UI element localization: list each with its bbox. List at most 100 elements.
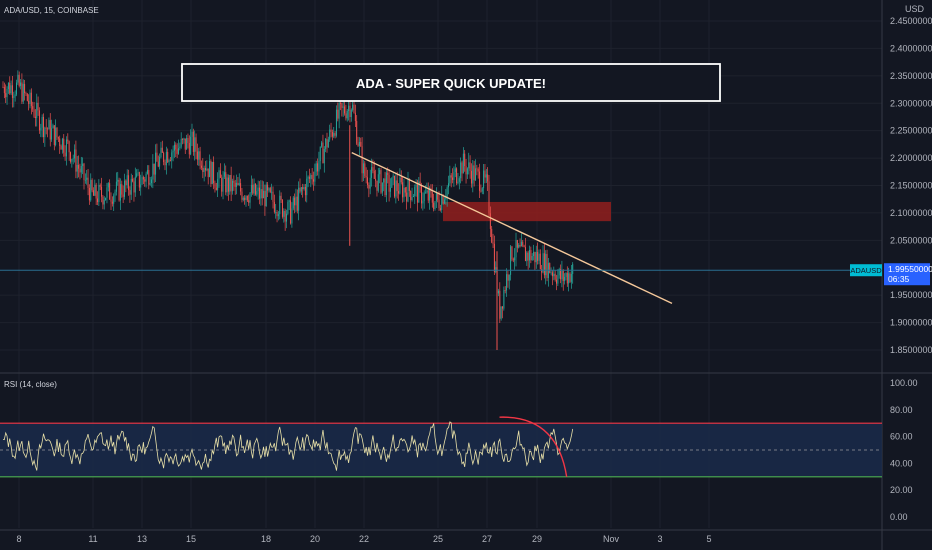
candle-body [49, 120, 51, 140]
candle-body [167, 151, 169, 163]
candle-body [84, 179, 86, 181]
candle-body [164, 162, 166, 166]
candle-body [421, 185, 422, 204]
candle-body [520, 241, 522, 247]
candle-body [422, 201, 424, 204]
candle-body [221, 177, 223, 192]
candle-body [121, 184, 123, 195]
candle-body [37, 102, 39, 111]
candle-body [30, 92, 32, 107]
candle-body [276, 212, 278, 217]
candle-body [389, 187, 391, 192]
candle-body [464, 153, 466, 167]
candle-body [238, 183, 240, 186]
candle-body [372, 167, 374, 171]
candle-body [257, 187, 259, 192]
candle-body [410, 190, 412, 201]
candle-body [318, 161, 320, 172]
rsi-tick-label: 60.00 [890, 432, 913, 442]
candle-body [146, 169, 148, 174]
candle-body [165, 151, 167, 166]
candle-body [308, 176, 310, 179]
price-badge-text: 1.99550000 [888, 264, 932, 274]
candle-body [398, 191, 400, 194]
candle-body [407, 179, 409, 202]
candle-body [295, 196, 297, 206]
candle-body [254, 183, 256, 195]
candle-body [111, 201, 113, 204]
candle-body [566, 272, 568, 284]
symbol-badge [850, 264, 882, 277]
candle-body [11, 85, 13, 98]
candle-body [171, 152, 173, 161]
candle-body [564, 276, 566, 281]
candle-body [402, 182, 404, 198]
candle-body [103, 200, 105, 205]
candle-body [214, 183, 216, 188]
candle-body [551, 272, 553, 277]
candle-body [51, 128, 53, 140]
candle-body [443, 199, 445, 204]
candle-body [403, 187, 405, 198]
candle-body [381, 182, 383, 193]
candle-body [475, 168, 476, 181]
candle-body [5, 93, 7, 98]
candle-body [217, 179, 219, 191]
candle-body [234, 182, 236, 187]
candle-body [260, 189, 262, 199]
candle-body [333, 133, 335, 137]
candle-body [187, 138, 189, 144]
supply-zone [443, 201, 611, 222]
candle-body [56, 127, 58, 138]
candle-body [130, 178, 132, 195]
candle-body [78, 164, 80, 169]
countdown-text: 06:35 [888, 274, 910, 284]
candle-body [45, 127, 47, 129]
candlestick-series [2, 70, 574, 350]
candle-body [371, 167, 373, 178]
candle-body [82, 163, 84, 166]
candle-body [242, 197, 244, 200]
candle-body [314, 171, 316, 182]
candle-body [334, 133, 336, 136]
candle-body [306, 178, 308, 196]
rsi-label: RSI (14, close) [4, 380, 57, 389]
price-tick-label: 1.95000000 [890, 290, 932, 300]
candle-body [395, 180, 397, 197]
candle-body [449, 175, 451, 184]
candle-body [124, 180, 125, 197]
candle-body [268, 188, 270, 191]
candle-body [203, 168, 205, 172]
candle-body [492, 242, 494, 244]
candle-body [568, 273, 570, 284]
candle-body [423, 192, 425, 202]
candle-body [25, 92, 27, 94]
candle-body [87, 177, 89, 188]
candle-body [554, 273, 556, 280]
candle-body [153, 163, 155, 175]
candle-body [468, 162, 470, 169]
candle-body [172, 150, 174, 153]
candle-body [473, 165, 475, 181]
candle-body [28, 100, 30, 104]
candle-body [142, 177, 144, 180]
candle-body [399, 177, 401, 194]
candle-body [327, 139, 329, 148]
candle-body [456, 168, 458, 184]
candle-body [65, 139, 67, 157]
candle-body [500, 306, 502, 319]
candle-body [14, 94, 16, 97]
candle-body [200, 165, 202, 168]
rsi-line [2, 421, 574, 471]
candle-body [481, 188, 483, 192]
candle-body [519, 244, 521, 247]
candle-body [557, 275, 559, 284]
candle-body [245, 196, 247, 200]
candle-body [321, 142, 323, 147]
candle-body [565, 272, 567, 277]
candle-body [32, 106, 34, 110]
trendline[interactable] [0, 151, 882, 305]
candle-body [387, 172, 389, 176]
candle-body [303, 186, 305, 190]
